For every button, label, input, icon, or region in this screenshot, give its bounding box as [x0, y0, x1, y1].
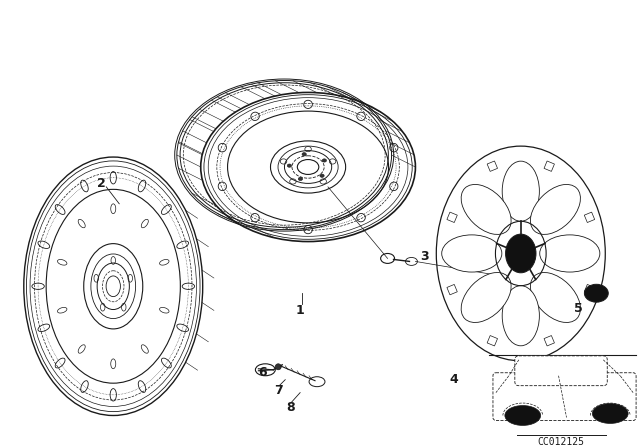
Text: 5: 5 — [574, 302, 583, 314]
Ellipse shape — [531, 185, 580, 234]
Bar — [544, 336, 554, 346]
Text: 1: 1 — [296, 304, 305, 317]
Ellipse shape — [505, 405, 541, 426]
Ellipse shape — [275, 364, 281, 370]
Ellipse shape — [442, 235, 502, 272]
Ellipse shape — [461, 185, 511, 234]
Text: CC012125: CC012125 — [537, 437, 584, 448]
FancyBboxPatch shape — [515, 356, 607, 386]
Bar — [487, 336, 497, 346]
Ellipse shape — [322, 159, 326, 162]
Bar — [584, 212, 595, 223]
Ellipse shape — [593, 404, 628, 423]
FancyBboxPatch shape — [493, 373, 636, 421]
Text: 7: 7 — [274, 384, 283, 397]
Bar — [544, 161, 554, 172]
Bar — [584, 284, 595, 295]
Bar — [447, 284, 458, 295]
Text: 2: 2 — [97, 177, 106, 190]
Text: 3: 3 — [420, 250, 429, 263]
Ellipse shape — [502, 286, 540, 346]
Text: 4: 4 — [450, 373, 459, 386]
Text: 8: 8 — [286, 401, 294, 414]
Ellipse shape — [506, 234, 536, 273]
Ellipse shape — [298, 177, 303, 181]
Ellipse shape — [287, 164, 292, 167]
Ellipse shape — [320, 174, 324, 177]
Ellipse shape — [531, 272, 580, 323]
Ellipse shape — [584, 284, 608, 302]
Bar — [447, 212, 458, 223]
Ellipse shape — [461, 272, 511, 323]
Ellipse shape — [302, 153, 307, 156]
Bar — [487, 161, 497, 172]
Text: 6: 6 — [258, 366, 267, 379]
Ellipse shape — [540, 235, 600, 272]
Ellipse shape — [502, 161, 540, 221]
